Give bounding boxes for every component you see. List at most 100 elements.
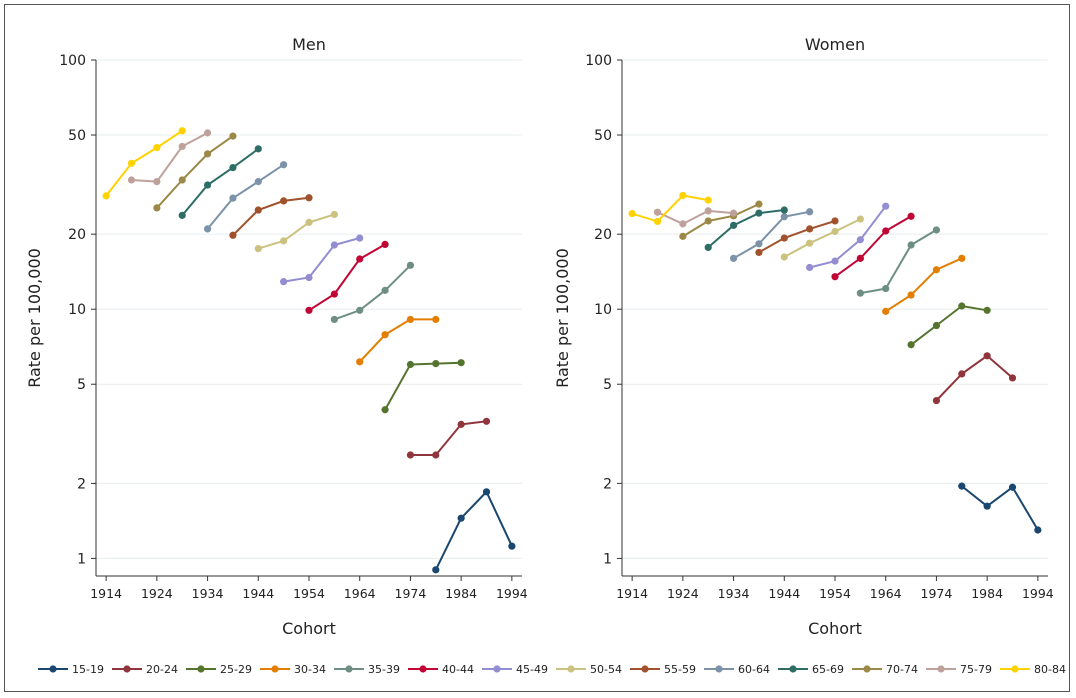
data-point-40-44 — [882, 227, 890, 235]
data-point-50-54 — [831, 227, 839, 236]
series-line-30-34 — [358, 318, 436, 363]
data-point-45-49 — [831, 257, 839, 265]
y-tick-label: 100 — [585, 53, 612, 69]
legend-label: 60-64 — [738, 663, 770, 676]
data-point-80-84 — [704, 196, 712, 204]
y-tick-label: 20 — [594, 227, 612, 243]
data-point-45-49 — [305, 273, 313, 282]
data-point-15-19 — [983, 502, 991, 510]
data-point-20-24 — [457, 420, 465, 428]
legend-swatch-marker — [271, 665, 279, 673]
data-point-15-19 — [1034, 526, 1042, 534]
data-point-65-69 — [780, 206, 788, 214]
data-point-45-49 — [882, 202, 890, 210]
series-line-20-24 — [410, 420, 487, 456]
x-tick-label: 1924 — [141, 586, 173, 601]
series-line-35-39 — [860, 229, 937, 295]
series-line-50-54 — [258, 213, 335, 250]
data-point-25-29 — [983, 306, 991, 314]
legend-swatch-marker — [345, 665, 353, 673]
legend-swatch-marker — [937, 665, 945, 673]
data-point-65-69 — [755, 209, 763, 217]
data-point-40-44 — [831, 273, 839, 281]
legend-label: 55-59 — [664, 663, 696, 676]
data-point-40-44 — [856, 254, 864, 262]
data-point-40-44 — [381, 240, 389, 248]
data-point-35-39 — [330, 315, 338, 324]
y-tick-label: 2 — [77, 476, 86, 492]
legend-swatch-marker — [567, 665, 575, 673]
data-point-30-34 — [381, 331, 389, 339]
legend-label: 65-69 — [812, 663, 844, 676]
data-point-60-64 — [254, 178, 262, 186]
data-point-75-79 — [153, 178, 161, 186]
series-line-65-69 — [181, 148, 259, 217]
series-line-50-54 — [783, 218, 861, 258]
data-point-30-34 — [432, 315, 440, 324]
x-tick-label: 1924 — [667, 586, 699, 601]
series-line-75-79 — [131, 132, 209, 183]
data-point-30-34 — [932, 266, 941, 274]
y-tick-label: 10 — [68, 302, 86, 318]
data-point-30-34 — [882, 307, 890, 315]
x-tick-label: 1954 — [819, 586, 851, 601]
data-point-55-59 — [280, 197, 288, 205]
data-point-50-54 — [254, 245, 262, 253]
data-point-55-59 — [806, 225, 814, 233]
y-tick-label: 50 — [68, 128, 86, 144]
data-point-70-74 — [704, 217, 712, 225]
data-point-70-74 — [679, 232, 687, 240]
legend-label: 15-19 — [72, 663, 104, 676]
data-point-70-74 — [178, 176, 186, 184]
y-tick-label: 100 — [59, 53, 86, 69]
series-line-70-74 — [156, 135, 234, 209]
data-point-40-44 — [330, 290, 338, 298]
series-line-25-29 — [910, 304, 988, 346]
panel-title: Men — [292, 35, 326, 54]
x-tick-label: 1944 — [242, 586, 274, 601]
data-point-80-84 — [153, 144, 161, 152]
series-line-30-34 — [885, 257, 963, 313]
data-point-55-59 — [780, 234, 788, 242]
data-point-40-44 — [305, 306, 313, 314]
data-point-60-64 — [280, 161, 288, 169]
data-point-75-79 — [679, 220, 687, 228]
x-tick-label: 1934 — [192, 586, 224, 601]
data-point-60-64 — [806, 208, 814, 216]
data-point-25-29 — [381, 406, 389, 414]
series-line-75-79 — [657, 209, 734, 226]
x-tick-label: 1954 — [293, 586, 325, 601]
data-point-70-74 — [153, 204, 161, 212]
legend-label: 20-24 — [146, 663, 178, 676]
data-point-60-64 — [729, 254, 738, 262]
data-point-45-49 — [356, 234, 364, 242]
data-point-75-79 — [653, 208, 662, 216]
series-line-55-59 — [758, 220, 836, 254]
legend-label: 75-79 — [960, 663, 992, 676]
data-point-75-79 — [127, 176, 136, 184]
data-point-50-54 — [780, 253, 788, 261]
x-tick-label: 1944 — [768, 586, 800, 601]
legend-label: 40-44 — [442, 663, 474, 676]
data-point-50-54 — [305, 218, 313, 227]
y-tick-label: 10 — [594, 302, 612, 318]
x-tick-label: 1964 — [870, 586, 902, 601]
series-line-40-44 — [308, 243, 386, 312]
data-point-60-64 — [780, 213, 788, 221]
data-point-65-69 — [704, 243, 712, 252]
y-tick-label: 1 — [77, 551, 86, 567]
legend-label: 50-54 — [590, 663, 622, 676]
x-tick-label: 1974 — [921, 586, 953, 601]
y-tick-label: 50 — [594, 128, 612, 144]
series-line-40-44 — [834, 215, 912, 278]
x-tick-label: 1984 — [971, 586, 1003, 601]
y-tick-label: 2 — [603, 476, 612, 492]
panel-title: Women — [805, 35, 865, 54]
data-point-20-24 — [406, 451, 415, 459]
figure-frame — [4, 4, 1070, 692]
data-point-50-54 — [280, 237, 288, 245]
data-point-70-74 — [755, 200, 763, 208]
data-point-35-39 — [932, 226, 941, 234]
data-point-80-84 — [178, 127, 186, 135]
data-point-75-79 — [704, 207, 712, 215]
